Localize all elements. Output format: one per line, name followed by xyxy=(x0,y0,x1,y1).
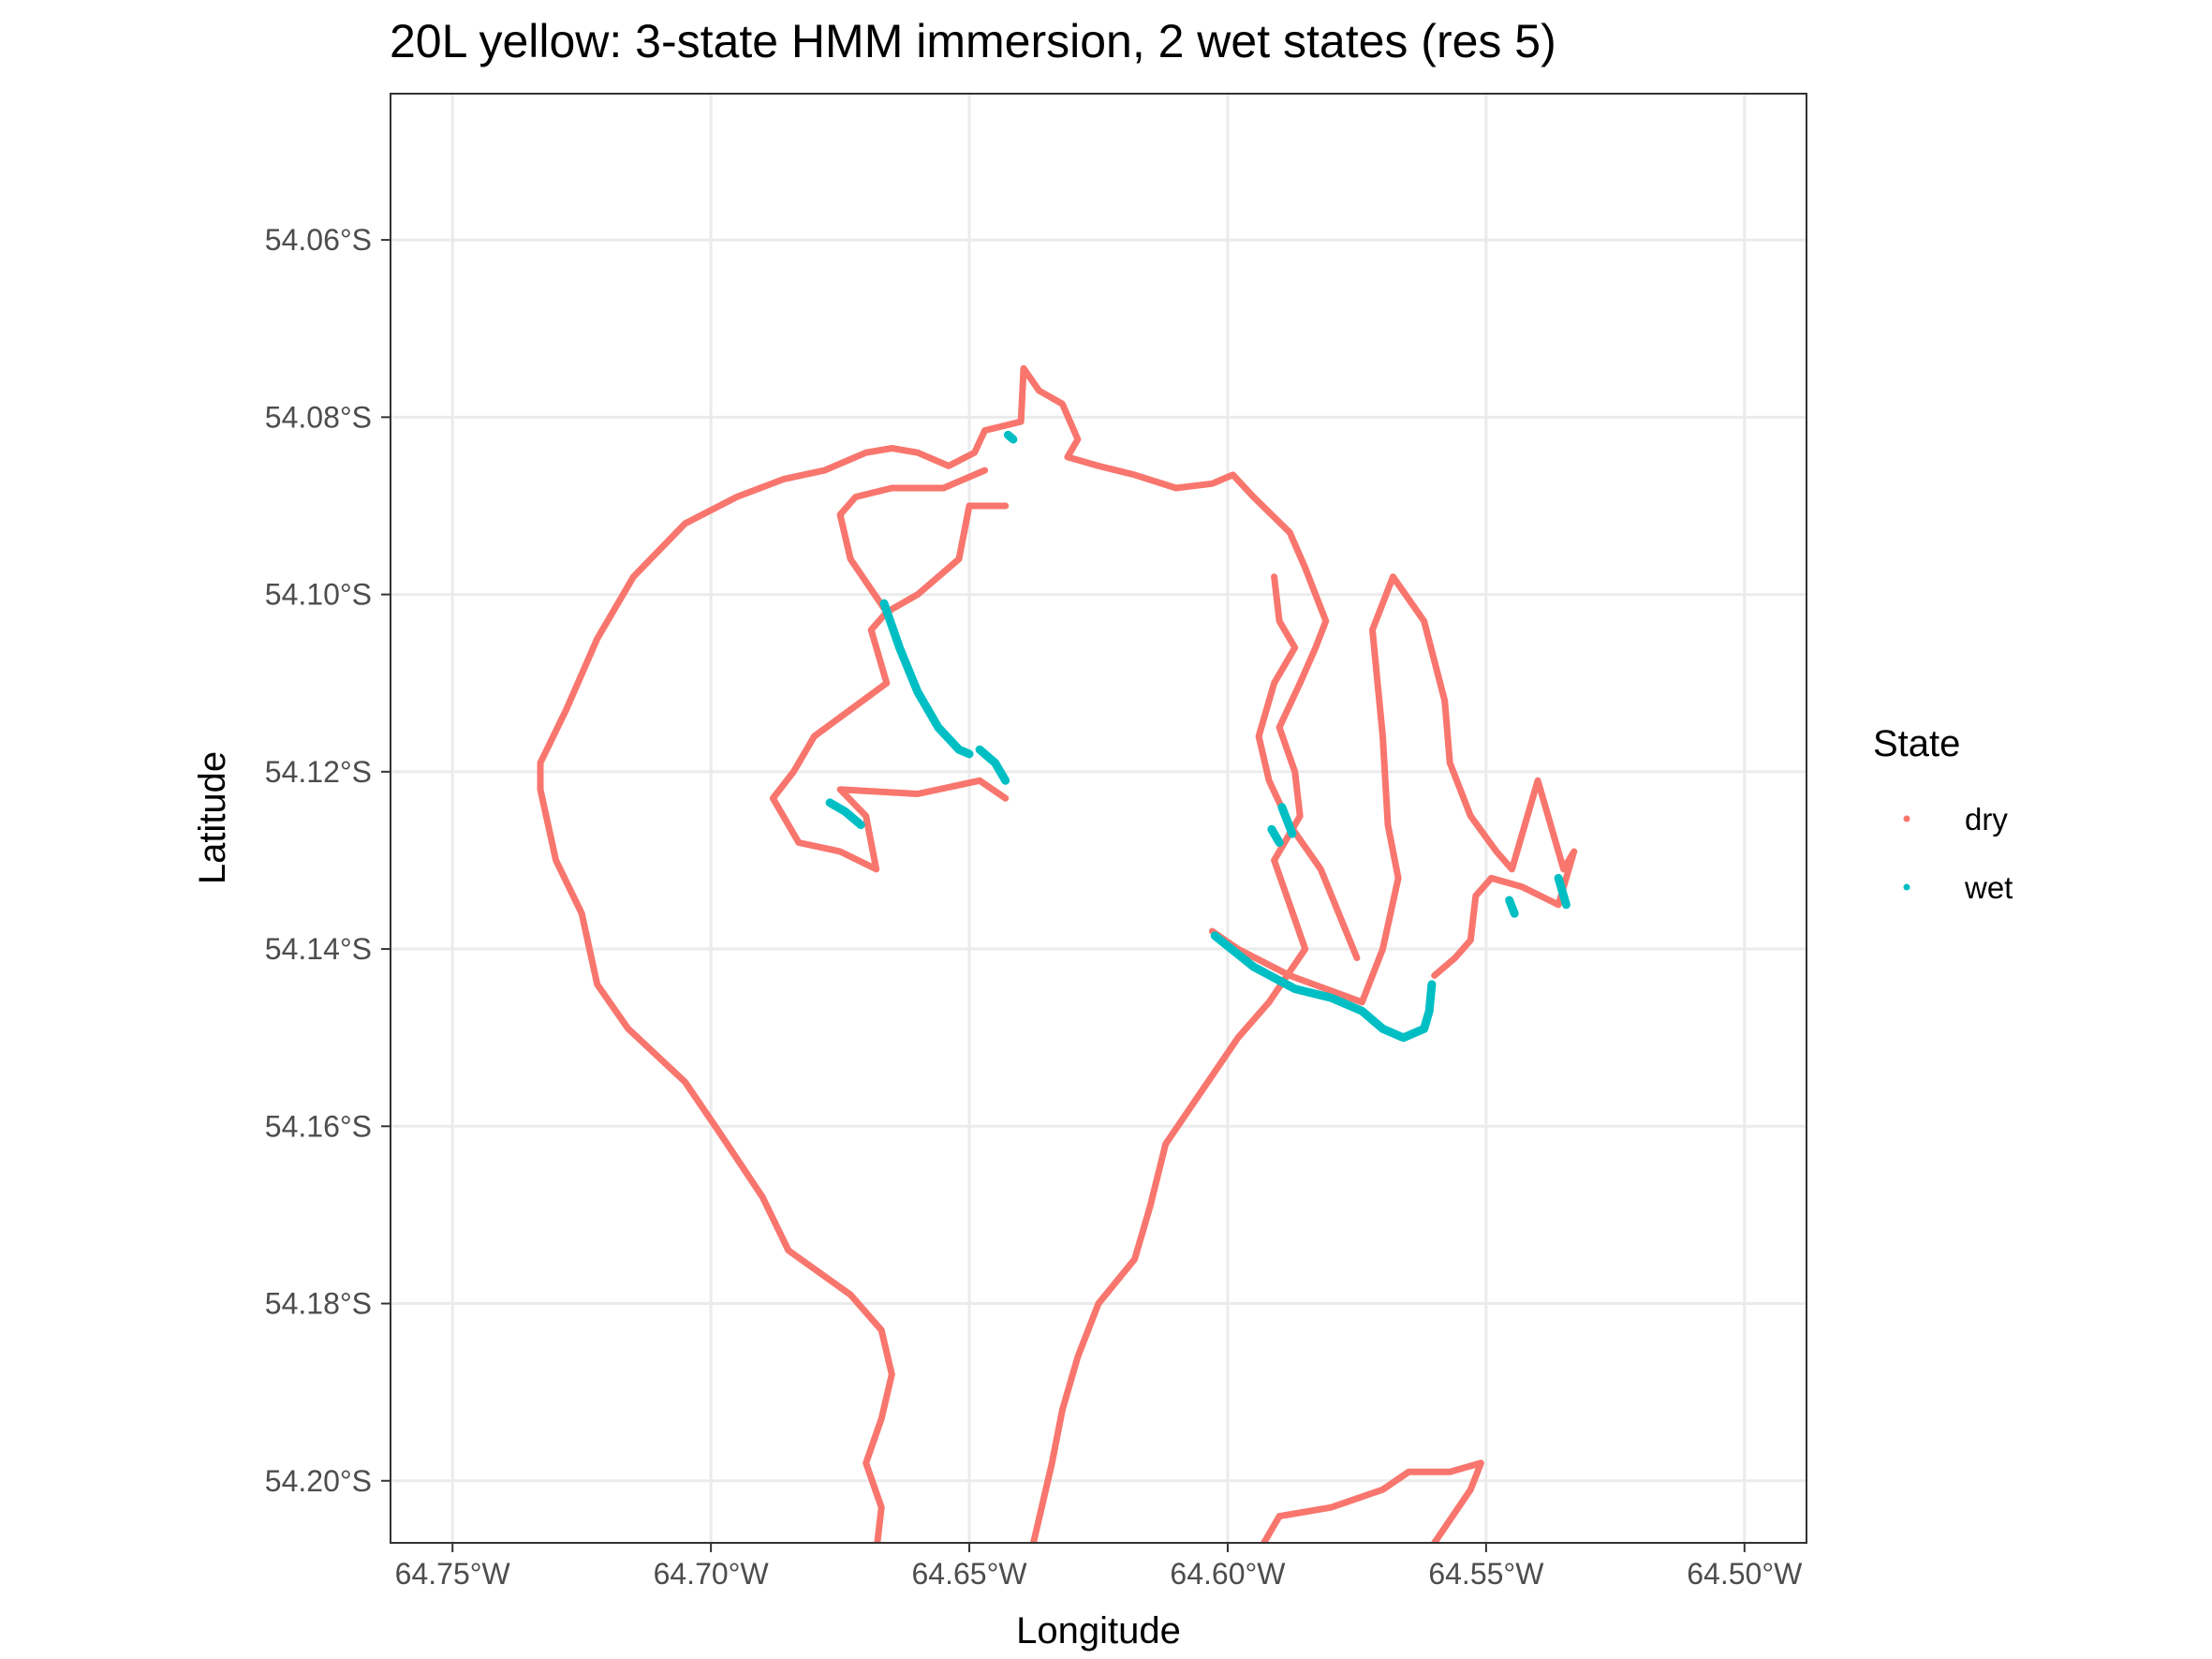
y-axis-label: Latitude xyxy=(192,751,233,884)
legend-key-wet xyxy=(1903,883,1910,891)
y-tick-label: 54.16°S xyxy=(265,1109,372,1143)
x-tick-label: 64.55°W xyxy=(1428,1557,1544,1591)
y-tick-label: 54.10°S xyxy=(265,578,372,612)
y-tick-label: 54.20°S xyxy=(265,1464,372,1498)
track-dry xyxy=(537,364,1330,1543)
track-wet xyxy=(1267,824,1284,847)
track-wet xyxy=(1277,803,1297,838)
x-tick-label: 64.65°W xyxy=(912,1557,1028,1591)
x-tick-label: 64.70°W xyxy=(654,1557,770,1591)
legend-key-dry xyxy=(1903,815,1910,822)
track-wet xyxy=(825,798,865,830)
y-tick-label: 54.08°S xyxy=(265,400,372,434)
legend-label-wet: wet xyxy=(1964,870,2013,905)
track-wet xyxy=(1003,430,1018,444)
track-wet xyxy=(1554,873,1571,910)
y-tick-label: 54.12°S xyxy=(265,755,372,789)
data-layer xyxy=(537,364,1578,1543)
track-dry xyxy=(1261,1459,1484,1543)
track-dry xyxy=(1208,573,1578,1006)
track-dry xyxy=(769,502,1010,873)
x-tick-label: 64.60°W xyxy=(1170,1557,1286,1591)
x-tick-label: 64.50°W xyxy=(1687,1557,1803,1591)
track-wet xyxy=(879,599,974,759)
track-group xyxy=(537,364,1578,1543)
x-tick-label: 64.75°W xyxy=(395,1557,511,1591)
y-tick-label: 54.14°S xyxy=(265,932,372,966)
track-wet xyxy=(1210,931,1437,1043)
legend-title: State xyxy=(1873,723,1960,764)
y-axis: 54.06°S 54.08°S 54.10°S 54.12°S 54.14°S 54.16… xyxy=(265,223,391,1498)
track-dry xyxy=(1255,573,1361,961)
chart-title: 20L yellow: 3-state HMM immersion, 2 wet… xyxy=(390,15,1556,67)
plot-panel-border xyxy=(390,93,1807,1544)
x-axis: 64.75°W 64.70°W 64.65°W 64.60°W 64.55°W 64.50… xyxy=(395,1543,1803,1591)
y-tick-label: 54.06°S xyxy=(265,223,372,257)
legend-label-dry: dry xyxy=(1965,802,2008,837)
legend: State dry wet xyxy=(1873,723,2013,905)
track-wet xyxy=(1505,896,1519,918)
track-dry xyxy=(836,467,989,615)
y-tick-label: 54.18°S xyxy=(265,1287,372,1321)
x-axis-label: Longitude xyxy=(1016,1610,1181,1652)
track-wet xyxy=(975,745,1010,785)
